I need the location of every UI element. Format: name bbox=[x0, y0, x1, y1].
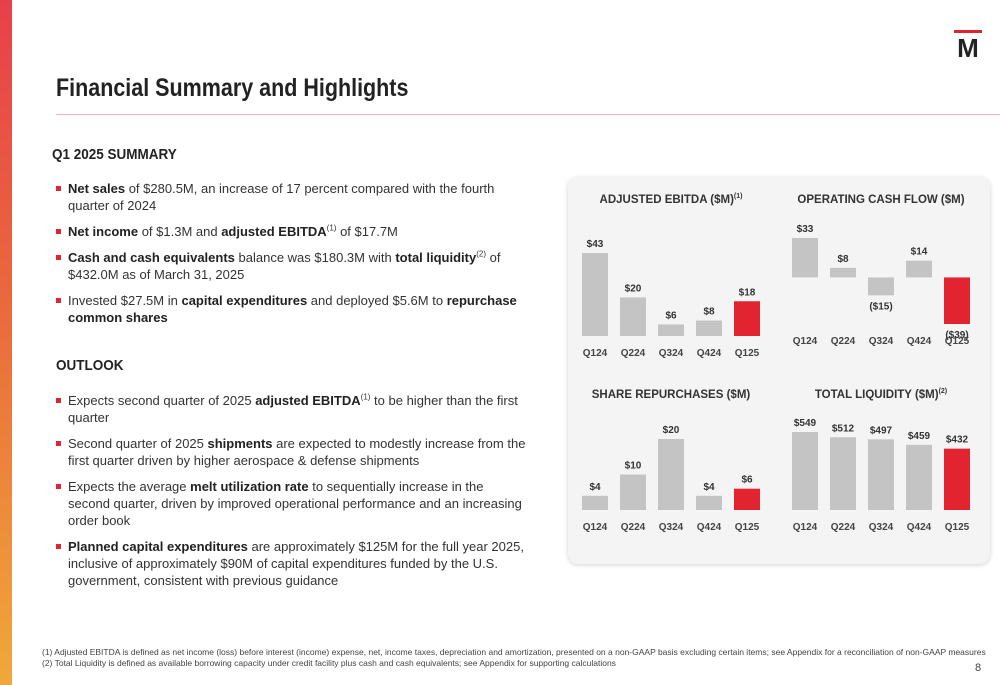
footnotes: (1) Adjusted EBITDA is defined as net in… bbox=[42, 647, 986, 669]
bar-Q324 bbox=[868, 439, 894, 510]
tick-label-Q424: Q424 bbox=[907, 522, 932, 533]
title-divider bbox=[56, 114, 1000, 115]
outlook-bullet: Expects second quarter of 2025 adjusted … bbox=[56, 392, 526, 426]
tick-label-Q424: Q424 bbox=[697, 522, 722, 533]
bar-Q224 bbox=[830, 267, 856, 278]
summary-bullet: Invested $27.5M in capital expenditures … bbox=[56, 292, 526, 326]
footnote-2: (2) Total Liquidity is defined as availa… bbox=[42, 658, 616, 668]
bar-Q125 bbox=[944, 277, 970, 324]
bar-Q224 bbox=[830, 437, 856, 510]
chart-share-repurchases: SHARE REPURCHASES ($M) $4 Q124 $10 Q224 $20 Q… bbox=[576, 388, 766, 563]
company-logo: M bbox=[954, 30, 982, 60]
footnote-1: (1) Adjusted EBITDA is defined as net in… bbox=[42, 647, 986, 657]
tick-label-Q324: Q324 bbox=[869, 522, 894, 533]
tick-label-Q125: Q125 bbox=[945, 336, 970, 347]
chart-title: SHARE REPURCHASES ($M) bbox=[591, 388, 751, 401]
bar-Q424 bbox=[696, 495, 722, 510]
bar-Q424 bbox=[906, 444, 932, 510]
data-label-Q324: $497 bbox=[870, 425, 893, 436]
data-label-Q125: $18 bbox=[739, 287, 756, 298]
data-label-Q224: $512 bbox=[832, 423, 855, 434]
chart-total-liquidity: TOTAL LIQUIDITY ($M)(2) $549 Q124 $512 Q224… bbox=[786, 388, 976, 563]
summary-heading: Q1 2025 SUMMARY bbox=[52, 146, 177, 163]
logo-accent-bar bbox=[954, 30, 982, 33]
tick-label-Q125: Q125 bbox=[735, 348, 760, 359]
chart-title: TOTAL LIQUIDITY ($M)(2) bbox=[814, 388, 948, 401]
summary-bullet-list: Net sales of $280.5M, an increase of 17 … bbox=[56, 180, 526, 335]
tick-label-Q224: Q224 bbox=[621, 348, 646, 359]
bar-Q124 bbox=[792, 432, 818, 510]
bar-Q125 bbox=[944, 448, 970, 510]
tick-label-Q124: Q124 bbox=[793, 522, 818, 533]
data-label-Q224: $20 bbox=[625, 283, 642, 294]
tick-label-Q424: Q424 bbox=[697, 348, 722, 359]
outlook-bullet: Planned capital expenditures are approxi… bbox=[56, 538, 526, 589]
data-label-Q224: $10 bbox=[625, 461, 642, 472]
tick-label-Q224: Q224 bbox=[621, 522, 646, 533]
data-label-Q224: $8 bbox=[837, 254, 849, 265]
data-label-Q124: $549 bbox=[794, 418, 817, 429]
chart-title: OPERATING CASH FLOW ($M) bbox=[797, 193, 965, 206]
bar-Q124 bbox=[792, 238, 818, 278]
data-label-Q424: $4 bbox=[703, 482, 715, 493]
brand-gradient-bar bbox=[0, 0, 12, 685]
outlook-bullet: Expects the average melt utilization rat… bbox=[56, 478, 526, 529]
chart-operating-cash-flow: OPERATING CASH FLOW ($M) $33 Q124 $8 Q224 ($… bbox=[786, 193, 976, 368]
tick-label-Q224: Q224 bbox=[831, 522, 856, 533]
tick-label-Q324: Q324 bbox=[659, 348, 684, 359]
page-title: Financial Summary and Highlights bbox=[56, 74, 409, 102]
chart-title: ADJUSTED EBITDA ($M)(1) bbox=[599, 193, 743, 206]
bar-Q324 bbox=[658, 439, 684, 510]
bar-Q424 bbox=[696, 320, 722, 336]
bar-Q125 bbox=[734, 488, 760, 510]
data-label-Q424: $8 bbox=[703, 307, 715, 318]
data-label-Q324: $20 bbox=[663, 425, 680, 436]
data-label-Q324: $6 bbox=[665, 310, 677, 321]
bar-Q125 bbox=[734, 301, 760, 336]
outlook-bullet-list: Expects second quarter of 2025 adjusted … bbox=[56, 392, 526, 598]
bar-Q324 bbox=[658, 324, 684, 336]
bar-Q124 bbox=[582, 253, 608, 336]
data-label-Q125: $6 bbox=[741, 475, 753, 486]
tick-label-Q125: Q125 bbox=[945, 522, 970, 533]
tick-label-Q124: Q124 bbox=[583, 348, 608, 359]
data-label-Q424: $14 bbox=[911, 247, 928, 258]
summary-bullet: Cash and cash equivalents balance was $1… bbox=[56, 249, 526, 283]
summary-bullet: Net sales of $280.5M, an increase of 17 … bbox=[56, 180, 526, 214]
data-label-Q124: $33 bbox=[797, 224, 814, 235]
tick-label-Q124: Q124 bbox=[793, 336, 818, 347]
data-label-Q125: ($39) bbox=[945, 330, 968, 341]
tick-label-Q124: Q124 bbox=[583, 522, 608, 533]
tick-label-Q324: Q324 bbox=[869, 336, 894, 347]
bar-Q224 bbox=[620, 297, 646, 336]
bar-Q424 bbox=[906, 260, 932, 278]
data-label-Q424: $459 bbox=[908, 431, 931, 442]
logo-letter: M bbox=[957, 33, 979, 60]
summary-bullet: Net income of $1.3M and adjusted EBITDA(… bbox=[56, 223, 526, 240]
tick-label-Q324: Q324 bbox=[659, 522, 684, 533]
bar-Q124 bbox=[582, 495, 608, 510]
outlook-heading: OUTLOOK bbox=[56, 357, 124, 374]
data-label-Q125: $432 bbox=[946, 435, 969, 446]
outlook-bullet: Second quarter of 2025 shipments are exp… bbox=[56, 435, 526, 469]
tick-label-Q224: Q224 bbox=[831, 336, 856, 347]
bar-Q324 bbox=[868, 277, 894, 296]
page-number: 8 bbox=[975, 662, 982, 674]
data-label-Q124: $4 bbox=[589, 482, 601, 493]
chart-adjusted-ebitda: ADJUSTED EBITDA ($M)(1) $43 Q124 $20 Q224 $6… bbox=[576, 193, 766, 368]
charts-panel: ADJUSTED EBITDA ($M)(1) $43 Q124 $20 Q224 $6… bbox=[568, 177, 990, 564]
data-label-Q124: $43 bbox=[587, 239, 604, 250]
data-label-Q324: ($15) bbox=[869, 301, 892, 312]
tick-label-Q424: Q424 bbox=[907, 336, 932, 347]
bar-Q224 bbox=[620, 474, 646, 510]
tick-label-Q125: Q125 bbox=[735, 522, 760, 533]
